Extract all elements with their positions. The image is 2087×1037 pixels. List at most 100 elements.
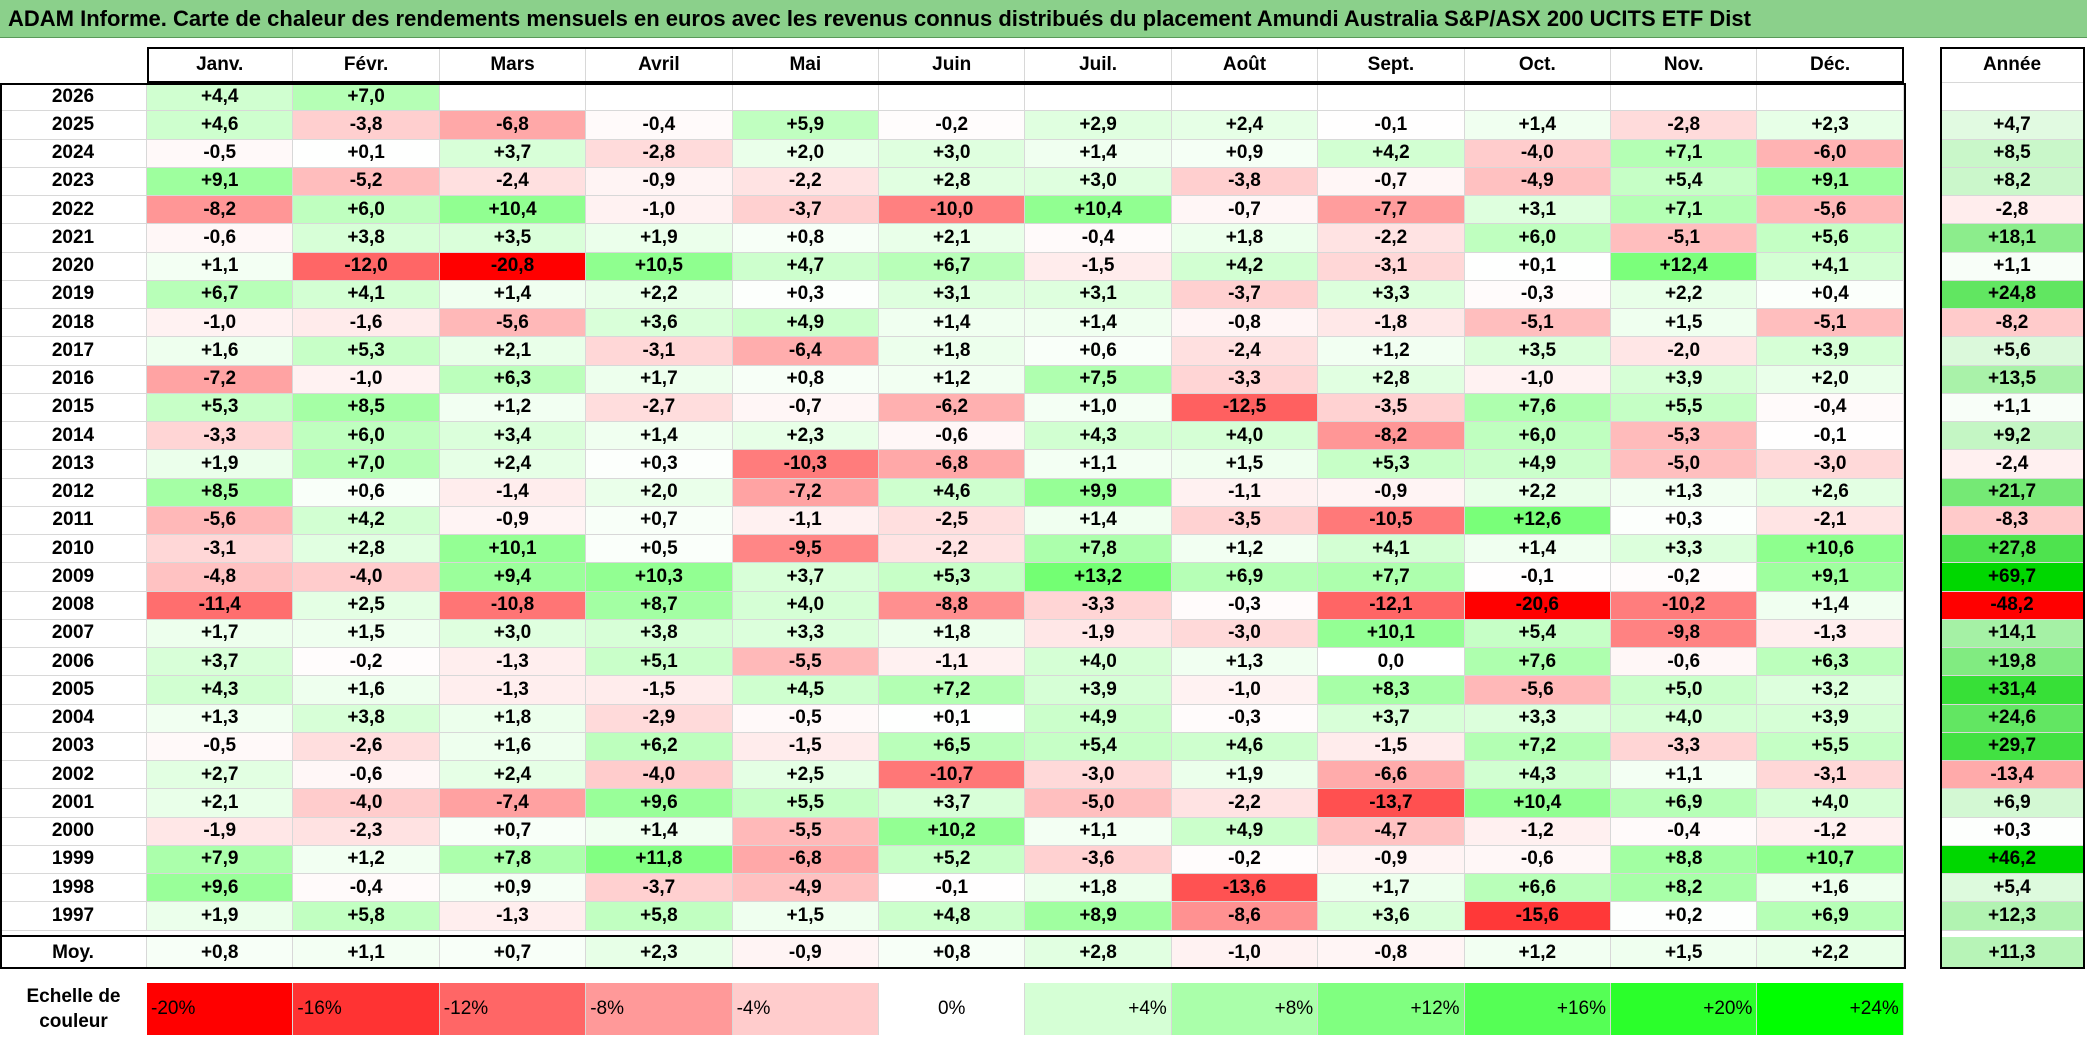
- heatmap-cell: +10,4: [1025, 196, 1172, 225]
- heatmap-cell: +0,4: [1757, 280, 1904, 309]
- row-year-label: 2001: [0, 789, 147, 818]
- heatmap-cell: +0,1: [879, 704, 1026, 733]
- heatmap-cell: +2,7: [147, 761, 294, 790]
- heatmap-cell: +1,4: [439, 280, 587, 309]
- average-cell: +1,1: [293, 937, 440, 969]
- heatmap-cell: +2,5: [293, 591, 440, 620]
- heatmap-cell: -0,6: [879, 422, 1026, 451]
- heatmap-cell: +10,5: [586, 252, 733, 281]
- heatmap-cell: +1,2: [293, 845, 440, 874]
- heatmap-cell: +4,2: [1171, 252, 1319, 281]
- row-year-label: 2022: [0, 196, 147, 225]
- heatmap-cell: +7,2: [1464, 732, 1611, 761]
- heatmap-cell: +4,4: [147, 83, 294, 112]
- heatmap-cell: +5,3: [879, 563, 1026, 592]
- heatmap-cell: -10,2: [1611, 591, 1758, 620]
- heatmap-cell: -2,8: [1611, 111, 1758, 140]
- heatmap-cell: +6,3: [1757, 648, 1904, 677]
- heatmap-cell: +0,1: [293, 139, 440, 168]
- heatmap-cell: -12,5: [1171, 393, 1319, 422]
- heatmap-cell: +2,2: [1464, 478, 1611, 507]
- heatmap-cell: +7,9: [147, 845, 294, 874]
- heatmap-cell: -4,0: [1464, 139, 1611, 168]
- heatmap-cell: +6,3: [439, 365, 587, 394]
- month-header: Févr.: [293, 47, 440, 83]
- heatmap-cell: -4,0: [293, 563, 440, 592]
- row-year-label: 2024: [0, 139, 147, 168]
- heatmap-cell: +3,9: [1025, 676, 1172, 705]
- heatmap-cell: +5,3: [147, 393, 294, 422]
- heatmap-cell: -3,7: [1171, 280, 1319, 309]
- heatmap-cell: +4,0: [1757, 789, 1904, 818]
- row-year-label: 2020: [0, 252, 147, 281]
- heatmap-cell: +4,3: [1025, 422, 1172, 451]
- heatmap-cell: [1318, 83, 1465, 112]
- heatmap-cell: +4,1: [1757, 252, 1904, 281]
- heatmap-cell: +5,4: [1611, 167, 1758, 196]
- row-year-label: 2006: [0, 648, 147, 677]
- heatmap-cell: +4,9: [732, 309, 879, 338]
- heatmap-cell: -0,6: [1464, 845, 1611, 874]
- average-cell: +1,5: [1611, 937, 1758, 969]
- heatmap-cell: +9,9: [1025, 478, 1172, 507]
- heatmap-cell: +3,7: [147, 648, 294, 677]
- heatmap-cell: +2,4: [439, 761, 587, 790]
- heatmap-cell: +1,0: [1025, 393, 1172, 422]
- heatmap-cell: -5,5: [732, 817, 879, 846]
- heatmap-cell: +1,4: [879, 309, 1026, 338]
- heatmap-cell: +1,3: [147, 704, 294, 733]
- heatmap-cell: +7,1: [1611, 139, 1758, 168]
- annual-cell: +21,7: [1940, 478, 2085, 507]
- heatmap-cell: -0,2: [1171, 845, 1319, 874]
- row-year-label: 2005: [0, 676, 147, 705]
- heatmap-cell: [1611, 83, 1758, 112]
- color-scale-stop: +20%: [1611, 983, 1758, 1035]
- heatmap-cell: +3,1: [1464, 196, 1611, 225]
- heatmap-cell: +1,8: [1171, 224, 1319, 253]
- heatmap-cell: -0,5: [147, 139, 294, 168]
- heatmap-cell: +4,9: [1464, 450, 1611, 479]
- heatmap-cell: -1,1: [1171, 478, 1319, 507]
- heatmap-cell: -0,2: [879, 111, 1026, 140]
- heatmap-cell: -6,0: [1757, 139, 1904, 168]
- annual-cell: +12,3: [1940, 902, 2085, 931]
- heatmap-cell: -1,8: [1318, 309, 1465, 338]
- heatmap-cell: 0,0: [1318, 648, 1465, 677]
- color-scale-stop: +4%: [1025, 983, 1172, 1035]
- heatmap-cell: -9,5: [732, 535, 879, 564]
- heatmap-cell: +1,6: [439, 732, 587, 761]
- heatmap-cell: -3,1: [1318, 252, 1465, 281]
- heatmap-cell: -0,7: [1171, 196, 1319, 225]
- heatmap-cell: +3,0: [879, 139, 1026, 168]
- annual-cell: +8,5: [1940, 139, 2085, 168]
- heatmap-cell: +3,0: [1025, 167, 1172, 196]
- heatmap-cell: +1,9: [147, 902, 294, 931]
- annual-cell: -13,4: [1940, 761, 2085, 790]
- heatmap-cell: +0,9: [1171, 139, 1319, 168]
- heatmap-cell: +5,5: [732, 789, 879, 818]
- heatmap-cell: +3,7: [732, 563, 879, 592]
- heatmap-cell: -5,6: [147, 506, 294, 535]
- heatmap-cell: -0,4: [1611, 817, 1758, 846]
- heatmap-cell: [439, 83, 587, 112]
- row-year-label: 2014: [0, 422, 147, 451]
- heatmap-cell: -20,8: [439, 252, 587, 281]
- heatmap-cell: +5,8: [293, 902, 440, 931]
- heatmap-cell: +1,5: [293, 619, 440, 648]
- heatmap-cell: -7,4: [439, 789, 587, 818]
- row-year-label: 2021: [0, 224, 147, 253]
- average-annual-cell: +11,3: [1940, 937, 2085, 969]
- heatmap-cell: +2,1: [879, 224, 1026, 253]
- heatmap-cell: +12,6: [1464, 506, 1611, 535]
- heatmap-cell: +2,4: [439, 450, 587, 479]
- heatmap-cell: +1,7: [586, 365, 733, 394]
- heatmap-cell: +6,0: [293, 196, 440, 225]
- heatmap-cell: +2,3: [732, 422, 879, 451]
- heatmap-cell: +8,5: [147, 478, 294, 507]
- annual-cell: +4,7: [1940, 111, 2085, 140]
- row-year-label: 2023: [0, 167, 147, 196]
- color-scale-stop: -8%: [586, 983, 733, 1035]
- heatmap-cell: -1,2: [1464, 817, 1611, 846]
- heatmap-cell: +1,3: [1171, 648, 1319, 677]
- heatmap-cell: -5,2: [293, 167, 440, 196]
